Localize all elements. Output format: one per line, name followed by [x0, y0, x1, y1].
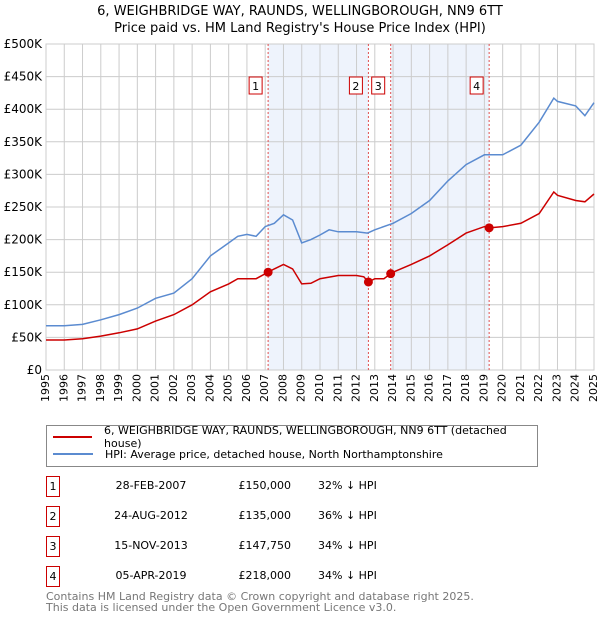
sale-label-box: [469, 76, 484, 95]
x-tick-label: 2015: [404, 374, 417, 402]
legend-item-property: 6, WEIGHBRIDGE WAY, RAUNDS, WELLINGBOROU…: [53, 424, 537, 450]
y-tick-label: £400K: [4, 102, 44, 116]
x-tick-label: 2003: [185, 374, 198, 402]
y-tick-label: £500K: [4, 37, 44, 51]
x-tick-label: 2016: [423, 374, 436, 402]
property-price-line: [46, 190, 595, 341]
legend: 6, WEIGHBRIDGE WAY, RAUNDS, WELLINGBOROU…: [46, 424, 538, 467]
transaction-price: £150,000: [238, 479, 292, 492]
x-tick-label: 2000: [130, 374, 143, 402]
x-tick-label: 2012: [350, 374, 363, 402]
x-tick-label: 2010: [313, 374, 326, 402]
sale-label: 3: [375, 80, 382, 93]
x-tick-label: 2023: [550, 374, 563, 402]
sale-point: [363, 277, 373, 287]
sale-point: [484, 223, 494, 233]
x-tick-label: 2018: [459, 374, 472, 402]
transaction-date: 15-NOV-2013: [114, 539, 188, 552]
x-tick-label: 2009: [295, 374, 308, 402]
y-tick-label: £450K: [4, 70, 44, 84]
transaction-price: £147,750: [238, 539, 292, 552]
transaction-hpi: 34% ↓ HPI: [318, 569, 377, 582]
chart-title: 6, WEIGHBRIDGE WAY, RAUNDS, WELLINGBOROU…: [97, 4, 503, 19]
x-tick-label: 2007: [258, 374, 271, 402]
x-tick-label: 2021: [514, 374, 527, 402]
x-tick-label: 2022: [532, 374, 545, 402]
footer-copyright: Contains HM Land Registry data © Crown c…: [46, 590, 474, 603]
legend-swatch-blue: [53, 453, 93, 455]
x-tick-label: 2025: [587, 374, 600, 402]
transaction-date: 28-FEB-2007: [115, 479, 187, 492]
x-tick-label: 2008: [276, 374, 289, 402]
x-tick-label: 2020: [496, 374, 509, 402]
price-chart: 1995 1996 1997 1998 1999 2000 2001 2002 2003 2004…: [4, 37, 600, 402]
sale-label-box: [371, 76, 386, 95]
x-tick-label: 1996: [57, 374, 70, 402]
sale-point: [386, 269, 396, 279]
y-tick-label: £0: [27, 363, 42, 377]
transaction-hpi: 32% ↓ HPI: [318, 479, 377, 492]
transaction-price: £135,000: [238, 509, 292, 522]
plot-border: [45, 43, 595, 371]
sale-label-box: [248, 76, 263, 95]
footer-licence: This data is licensed under the Open Gov…: [46, 601, 397, 614]
hpi-line: [46, 96, 595, 327]
sale-label: 1: [252, 80, 259, 93]
transaction-number: 2: [46, 506, 60, 527]
legend-label: HPI: Average price, detached house, Nort…: [105, 447, 443, 461]
legend-swatch-red: [53, 436, 93, 438]
x-tick-label: 2001: [149, 374, 162, 402]
y-tick-label: £300K: [4, 167, 44, 181]
x-tick-label: 1999: [112, 374, 125, 402]
sale-label-box: [348, 76, 363, 95]
legend-label: 6, WEIGHBRIDGE WAY, RAUNDS, WELLINGBOROU…: [104, 424, 507, 450]
sale-label: 4: [473, 80, 480, 93]
transaction-hpi: 36% ↓ HPI: [318, 509, 377, 522]
sale-label: 2: [352, 80, 359, 93]
x-tick-label: 2019: [477, 374, 490, 402]
x-tick-label: 2002: [167, 374, 180, 402]
y-tick-label: £150K: [4, 265, 44, 279]
x-tick-label: 2011: [331, 374, 344, 402]
x-tick-label: 2004: [203, 374, 216, 402]
x-tick-label: 2024: [569, 374, 582, 402]
footer: Contains HM Land Registry data © Crown c…: [46, 591, 474, 613]
x-tick-label: 1995: [39, 374, 52, 402]
x-tick-label: 2014: [386, 374, 399, 402]
y-tick-label: £100K: [4, 298, 44, 312]
transaction-number: 3: [46, 536, 60, 557]
transaction-hpi: 34% ↓ HPI: [318, 539, 377, 552]
transaction-date: 05-APR-2019: [115, 569, 187, 582]
y-tick-label: £50K: [11, 330, 43, 344]
transaction-date: 24-AUG-2012: [114, 509, 188, 522]
transaction-number: 4: [46, 566, 60, 587]
x-tick-label: 2005: [222, 374, 235, 402]
x-tick-label: 1997: [76, 374, 89, 402]
x-tick-label: 2006: [240, 374, 253, 402]
chart-subtitle: Price paid vs. HM Land Registry's House …: [114, 21, 486, 36]
x-tick-label: 2013: [368, 374, 381, 402]
x-tick-label: 1998: [94, 374, 107, 402]
x-tick-label: 2017: [441, 374, 454, 402]
transaction-price: £218,000: [238, 569, 292, 582]
transaction-number: 1: [46, 476, 60, 497]
y-tick-label: £350K: [4, 135, 44, 149]
legend-item-hpi: HPI: Average price, detached house, Nort…: [53, 446, 443, 462]
sale-point: [263, 267, 273, 277]
y-tick-label: £250K: [4, 200, 44, 214]
y-tick-label: £200K: [4, 233, 44, 247]
